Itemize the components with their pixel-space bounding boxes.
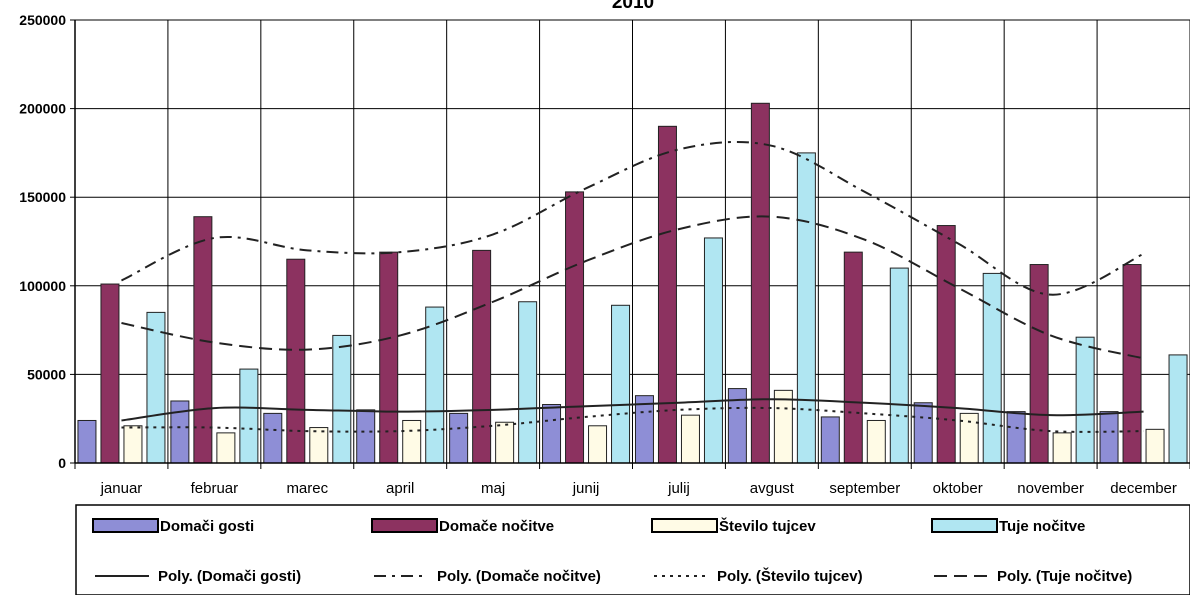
x-tick-label: december [1110, 480, 1177, 497]
bar [773, 389, 793, 464]
bar [286, 258, 306, 464]
legend: Domači gosti Domače nočitve Število tujcev… [75, 504, 1190, 595]
legend-label: Poly. (Domače nočitve) [437, 568, 601, 585]
bar [657, 125, 677, 464]
axes: 0 50000 100000 150000 200000 250000 januar febr… [19, 12, 1190, 497]
bar [1099, 411, 1119, 464]
bar [680, 414, 700, 464]
trendline [121, 398, 1144, 422]
bar [1029, 264, 1049, 464]
x-tick-label: november [1017, 480, 1084, 497]
bar [495, 421, 515, 464]
bar [518, 301, 538, 464]
x-tick-label: oktober [933, 480, 983, 497]
bar [750, 102, 770, 464]
y-tick-label: 150000 [19, 189, 66, 205]
bar [1052, 432, 1072, 464]
legend-swatch [92, 518, 159, 533]
y-tick-label: 100000 [19, 278, 66, 294]
bar [1122, 264, 1142, 464]
legend-label: Poly. (Število tujcev) [717, 567, 863, 585]
bar [866, 419, 886, 464]
bar [77, 419, 97, 464]
bar [472, 249, 492, 464]
legend-label: Poly. (Tuje nočitve) [997, 568, 1132, 585]
x-tick-label: februar [191, 480, 239, 497]
x-tick-label: junij [572, 480, 600, 497]
x-tick-label: marec [286, 480, 328, 497]
bar [542, 404, 562, 464]
x-tick-label: julij [667, 480, 690, 497]
gridlines [74, 19, 1190, 469]
bar [796, 152, 816, 464]
bar [146, 311, 166, 464]
x-tick-label: maj [481, 480, 505, 497]
bar [309, 427, 329, 464]
bar [820, 416, 840, 464]
bar [889, 267, 909, 464]
bar [1075, 336, 1095, 464]
bar [703, 237, 723, 464]
bar [634, 395, 654, 464]
bar [588, 425, 608, 464]
bar [239, 368, 259, 464]
chart-title: 2010 [612, 0, 654, 13]
bar [1006, 411, 1026, 464]
bar [332, 334, 352, 464]
trendline [121, 406, 1144, 433]
legend-swatch [931, 518, 998, 533]
legend-swatch [371, 518, 438, 533]
bar [402, 419, 422, 464]
trendline [121, 215, 1144, 360]
legend-label: Število tujcev [719, 517, 816, 535]
legend-label: Poly. (Domači gosti) [158, 568, 301, 585]
bar [449, 412, 469, 464]
y-tick-label: 250000 [19, 12, 66, 28]
bar [936, 225, 956, 464]
trendlines [121, 140, 1144, 433]
bar [843, 251, 863, 464]
x-tick-label: avgust [750, 480, 795, 497]
bar [100, 283, 120, 464]
x-tick-label: januar [100, 480, 143, 497]
legend-swatch [651, 518, 718, 533]
legend-label: Domače nočitve [439, 518, 554, 535]
legend-label: Tuje nočitve [999, 518, 1085, 535]
x-tick-label: april [386, 480, 414, 497]
bar [425, 306, 445, 464]
legend-box [75, 504, 1190, 595]
bar [123, 425, 143, 464]
y-tick-label: 50000 [27, 366, 66, 382]
bar [611, 304, 631, 464]
bar [1168, 354, 1188, 464]
bar [216, 432, 236, 464]
bar [565, 191, 585, 464]
trendline [121, 140, 1144, 296]
bar [1145, 428, 1165, 464]
y-tick-label: 0 [58, 455, 66, 471]
bar [913, 402, 933, 464]
legend-label: Domači gosti [160, 518, 254, 535]
bar [356, 409, 376, 464]
bar [263, 412, 283, 464]
y-tick-label: 200000 [19, 101, 66, 117]
x-tick-label: september [829, 480, 900, 497]
